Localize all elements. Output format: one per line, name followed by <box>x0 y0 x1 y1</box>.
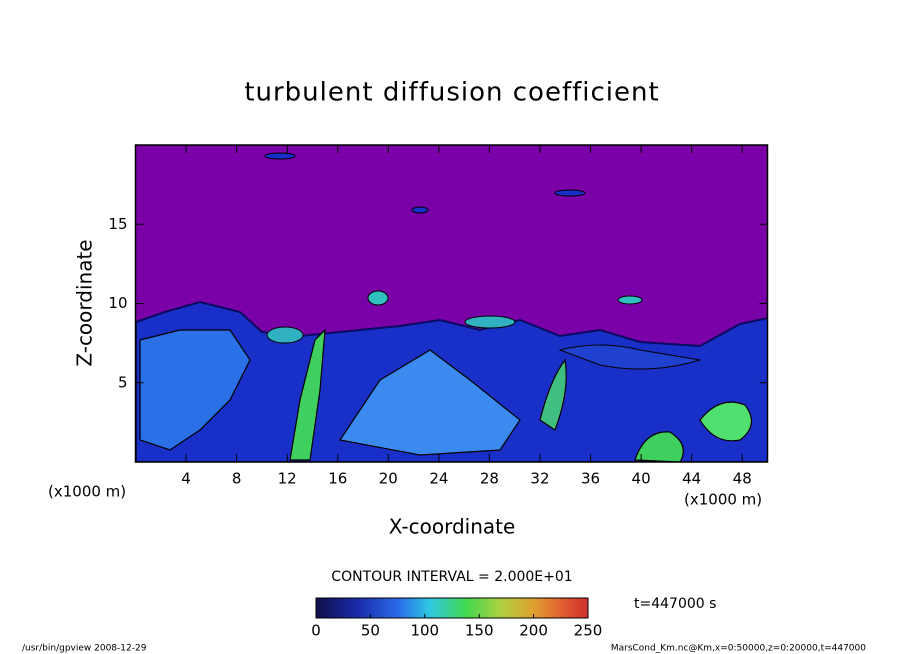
field-patch <box>464 315 516 329</box>
colorbar-tick-label: 250 <box>574 622 603 640</box>
y-axis-label: Z-coordinate <box>73 239 97 366</box>
x-tick-label: 16 <box>328 470 347 488</box>
x-tick-label: 28 <box>480 470 499 488</box>
field-patch <box>699 401 752 442</box>
field-patch <box>554 189 586 197</box>
field-patch <box>289 328 326 461</box>
footer-right: MarsCond_Km.nc@Km,x=0:50000,z=0:20000,t=… <box>611 644 866 654</box>
x-axis-label: X-coordinate <box>389 515 516 539</box>
field-patch <box>617 295 643 305</box>
contour-interval: CONTOUR INTERVAL = 2.000E+01 <box>331 569 572 585</box>
field <box>135 145 768 462</box>
field-patch <box>558 344 701 370</box>
x-tick-label: 36 <box>581 470 600 488</box>
colorbar-tick-label: 150 <box>465 622 494 640</box>
y-tick-label: 5 <box>118 373 128 391</box>
field-patch <box>139 329 251 451</box>
colorbar-tick-label: 200 <box>519 622 548 640</box>
x-unit-label: (x1000 m) <box>684 491 762 509</box>
field-patch <box>634 431 684 462</box>
footer-left: /usr/bin/gpview 2008-12-29 <box>22 644 147 654</box>
field-patch <box>266 326 304 344</box>
field-patch <box>338 349 521 456</box>
x-tick-label: 44 <box>682 470 701 488</box>
field-patch <box>264 152 296 160</box>
x-tick-label: 12 <box>278 470 297 488</box>
x-tick-label: 4 <box>181 470 191 488</box>
colorbar-tick-label: 0 <box>311 622 321 640</box>
colorbar-tick-label: 50 <box>361 622 380 640</box>
y-tick-label: 10 <box>108 294 127 312</box>
x-tick-label: 8 <box>232 470 242 488</box>
x-unit-label: (x1000 m) <box>48 483 126 501</box>
x-tick-label: 48 <box>733 470 752 488</box>
time-label: t=447000 s <box>634 596 716 612</box>
field-patch <box>539 358 567 431</box>
colorbar-tick-label: 100 <box>410 622 439 640</box>
field-patch <box>411 206 429 214</box>
colorbar <box>315 597 589 619</box>
x-tick-label: 32 <box>530 470 549 488</box>
x-tick-label: 40 <box>632 470 651 488</box>
y-tick-label: 15 <box>108 215 127 233</box>
chart-title: turbulent diffusion coefficient <box>244 78 659 108</box>
x-tick-label: 20 <box>379 470 398 488</box>
x-tick-label: 24 <box>429 470 448 488</box>
field-patch <box>367 290 389 306</box>
